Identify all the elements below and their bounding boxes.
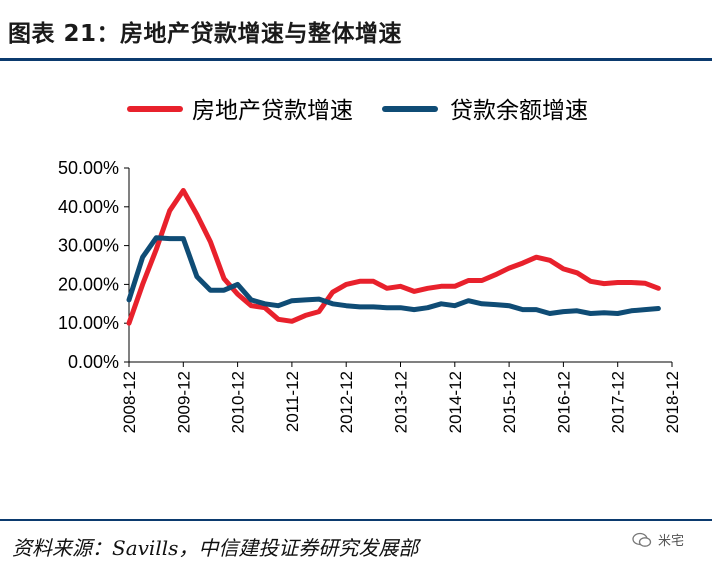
wechat-icon — [632, 532, 652, 547]
x-tick-label: 2017-12 — [609, 371, 628, 433]
x-tick-label: 2008-12 — [120, 371, 139, 433]
x-tick-label: 2012-12 — [337, 371, 356, 433]
series-line-real-estate-loan-growth — [126, 188, 661, 326]
x-tick-label: 2010-12 — [229, 371, 248, 433]
legend-label: 房地产贷款增速 — [192, 98, 353, 124]
axes: 0.00% 10.00% 20.00% 30.00% 40.00% 50.00% 2008-… — [58, 158, 682, 433]
x-tick-label: 2009-12 — [174, 371, 193, 433]
chart-title: 图表 21：房地产贷款增速与整体增速 — [8, 21, 403, 47]
x-tick-label: 2011-12 — [283, 371, 302, 432]
x-tick-label: 2016-12 — [554, 371, 573, 433]
x-tick-label: 2014-12 — [446, 371, 465, 433]
y-tick-label: 30.00% — [58, 236, 119, 256]
y-tick-label: 10.00% — [58, 313, 119, 333]
y-tick-label: 0.00% — [68, 352, 119, 372]
source-note: 资料来源：Savills，中信建投证券研究发展部 — [12, 536, 419, 560]
title-divider — [0, 58, 712, 61]
watermark: 米宅 — [632, 530, 684, 549]
y-tick-label: 40.00% — [58, 197, 119, 217]
x-tick-label: 2013-12 — [392, 371, 411, 433]
x-tick-label: 2018-12 — [663, 371, 682, 433]
y-tick-label: 20.00% — [58, 274, 119, 294]
y-tick-label: 50.00% — [58, 158, 119, 178]
series-lines — [126, 188, 661, 326]
legend-label: 贷款余额增速 — [450, 98, 588, 124]
legend: 房地产贷款增速 贷款余额增速 — [127, 98, 588, 124]
watermark-label: 米宅 — [657, 534, 684, 549]
x-tick-label: 2015-12 — [500, 371, 519, 433]
series-line-total-loan-growth — [126, 235, 661, 316]
footer-divider — [0, 519, 712, 521]
line-chart: 房地产贷款增速 贷款余额增速 0.00% 10.00% 20.00% 30.00% 40.… — [58, 98, 682, 433]
